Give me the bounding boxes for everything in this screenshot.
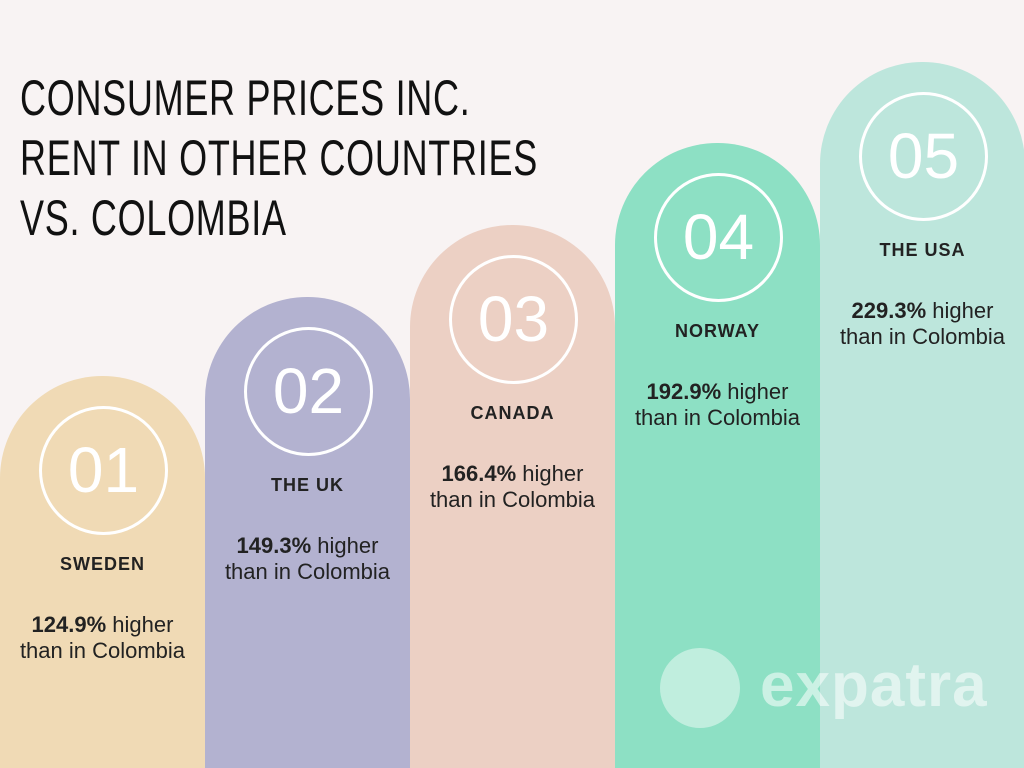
column: 02 THE UK 149.3% higher than in Colombia <box>205 297 410 768</box>
description-text: higher than in Colombia <box>839 298 1006 349</box>
description-text: higher than in Colombia <box>634 379 801 430</box>
title: CONSUMER PRICES INC. RENT IN OTHER COUNT… <box>20 70 538 246</box>
number-circle: 01 <box>39 406 168 535</box>
country: THE USA <box>879 240 966 260</box>
number-circle: 02 <box>244 327 373 456</box>
number-circle: 03 <box>449 255 578 384</box>
country: NORWAY <box>674 321 761 341</box>
description: 149.3% higher than in Colombia <box>220 533 395 585</box>
country: CANADA <box>470 403 555 423</box>
description: 166.4% higher than in Colombia <box>425 461 600 513</box>
country: THE UK <box>271 475 344 495</box>
watermark: expatra <box>760 651 988 720</box>
description: 192.9% higher than in Colombia <box>630 379 805 431</box>
column: 05 THE USA 229.3% higher than in Colombia <box>820 62 1024 768</box>
percent: 124.9% <box>31 612 107 637</box>
percent: 192.9% <box>646 379 722 404</box>
percent: 149.3% <box>236 533 312 558</box>
description: 124.9% higher than in Colombia <box>15 612 190 664</box>
description-text: higher than in Colombia <box>19 612 186 663</box>
percent: 229.3% <box>851 298 927 323</box>
number-circle: 04 <box>654 173 783 302</box>
description: 229.3% higher than in Colombia <box>835 298 1010 350</box>
description-text: higher than in Colombia <box>429 461 596 512</box>
column: 04 NORWAY 192.9% higher than in Colombia <box>615 143 820 768</box>
watermark-icon <box>660 648 740 728</box>
column: 01 SWEDEN 124.9% higher than in Colombia <box>0 376 205 768</box>
number-circle: 05 <box>859 92 988 221</box>
country: SWEDEN <box>59 554 145 574</box>
percent: 166.4% <box>441 461 517 486</box>
description-text: higher than in Colombia <box>224 533 391 584</box>
column: 03 CANADA 166.4% higher than in Colombia <box>410 225 615 768</box>
